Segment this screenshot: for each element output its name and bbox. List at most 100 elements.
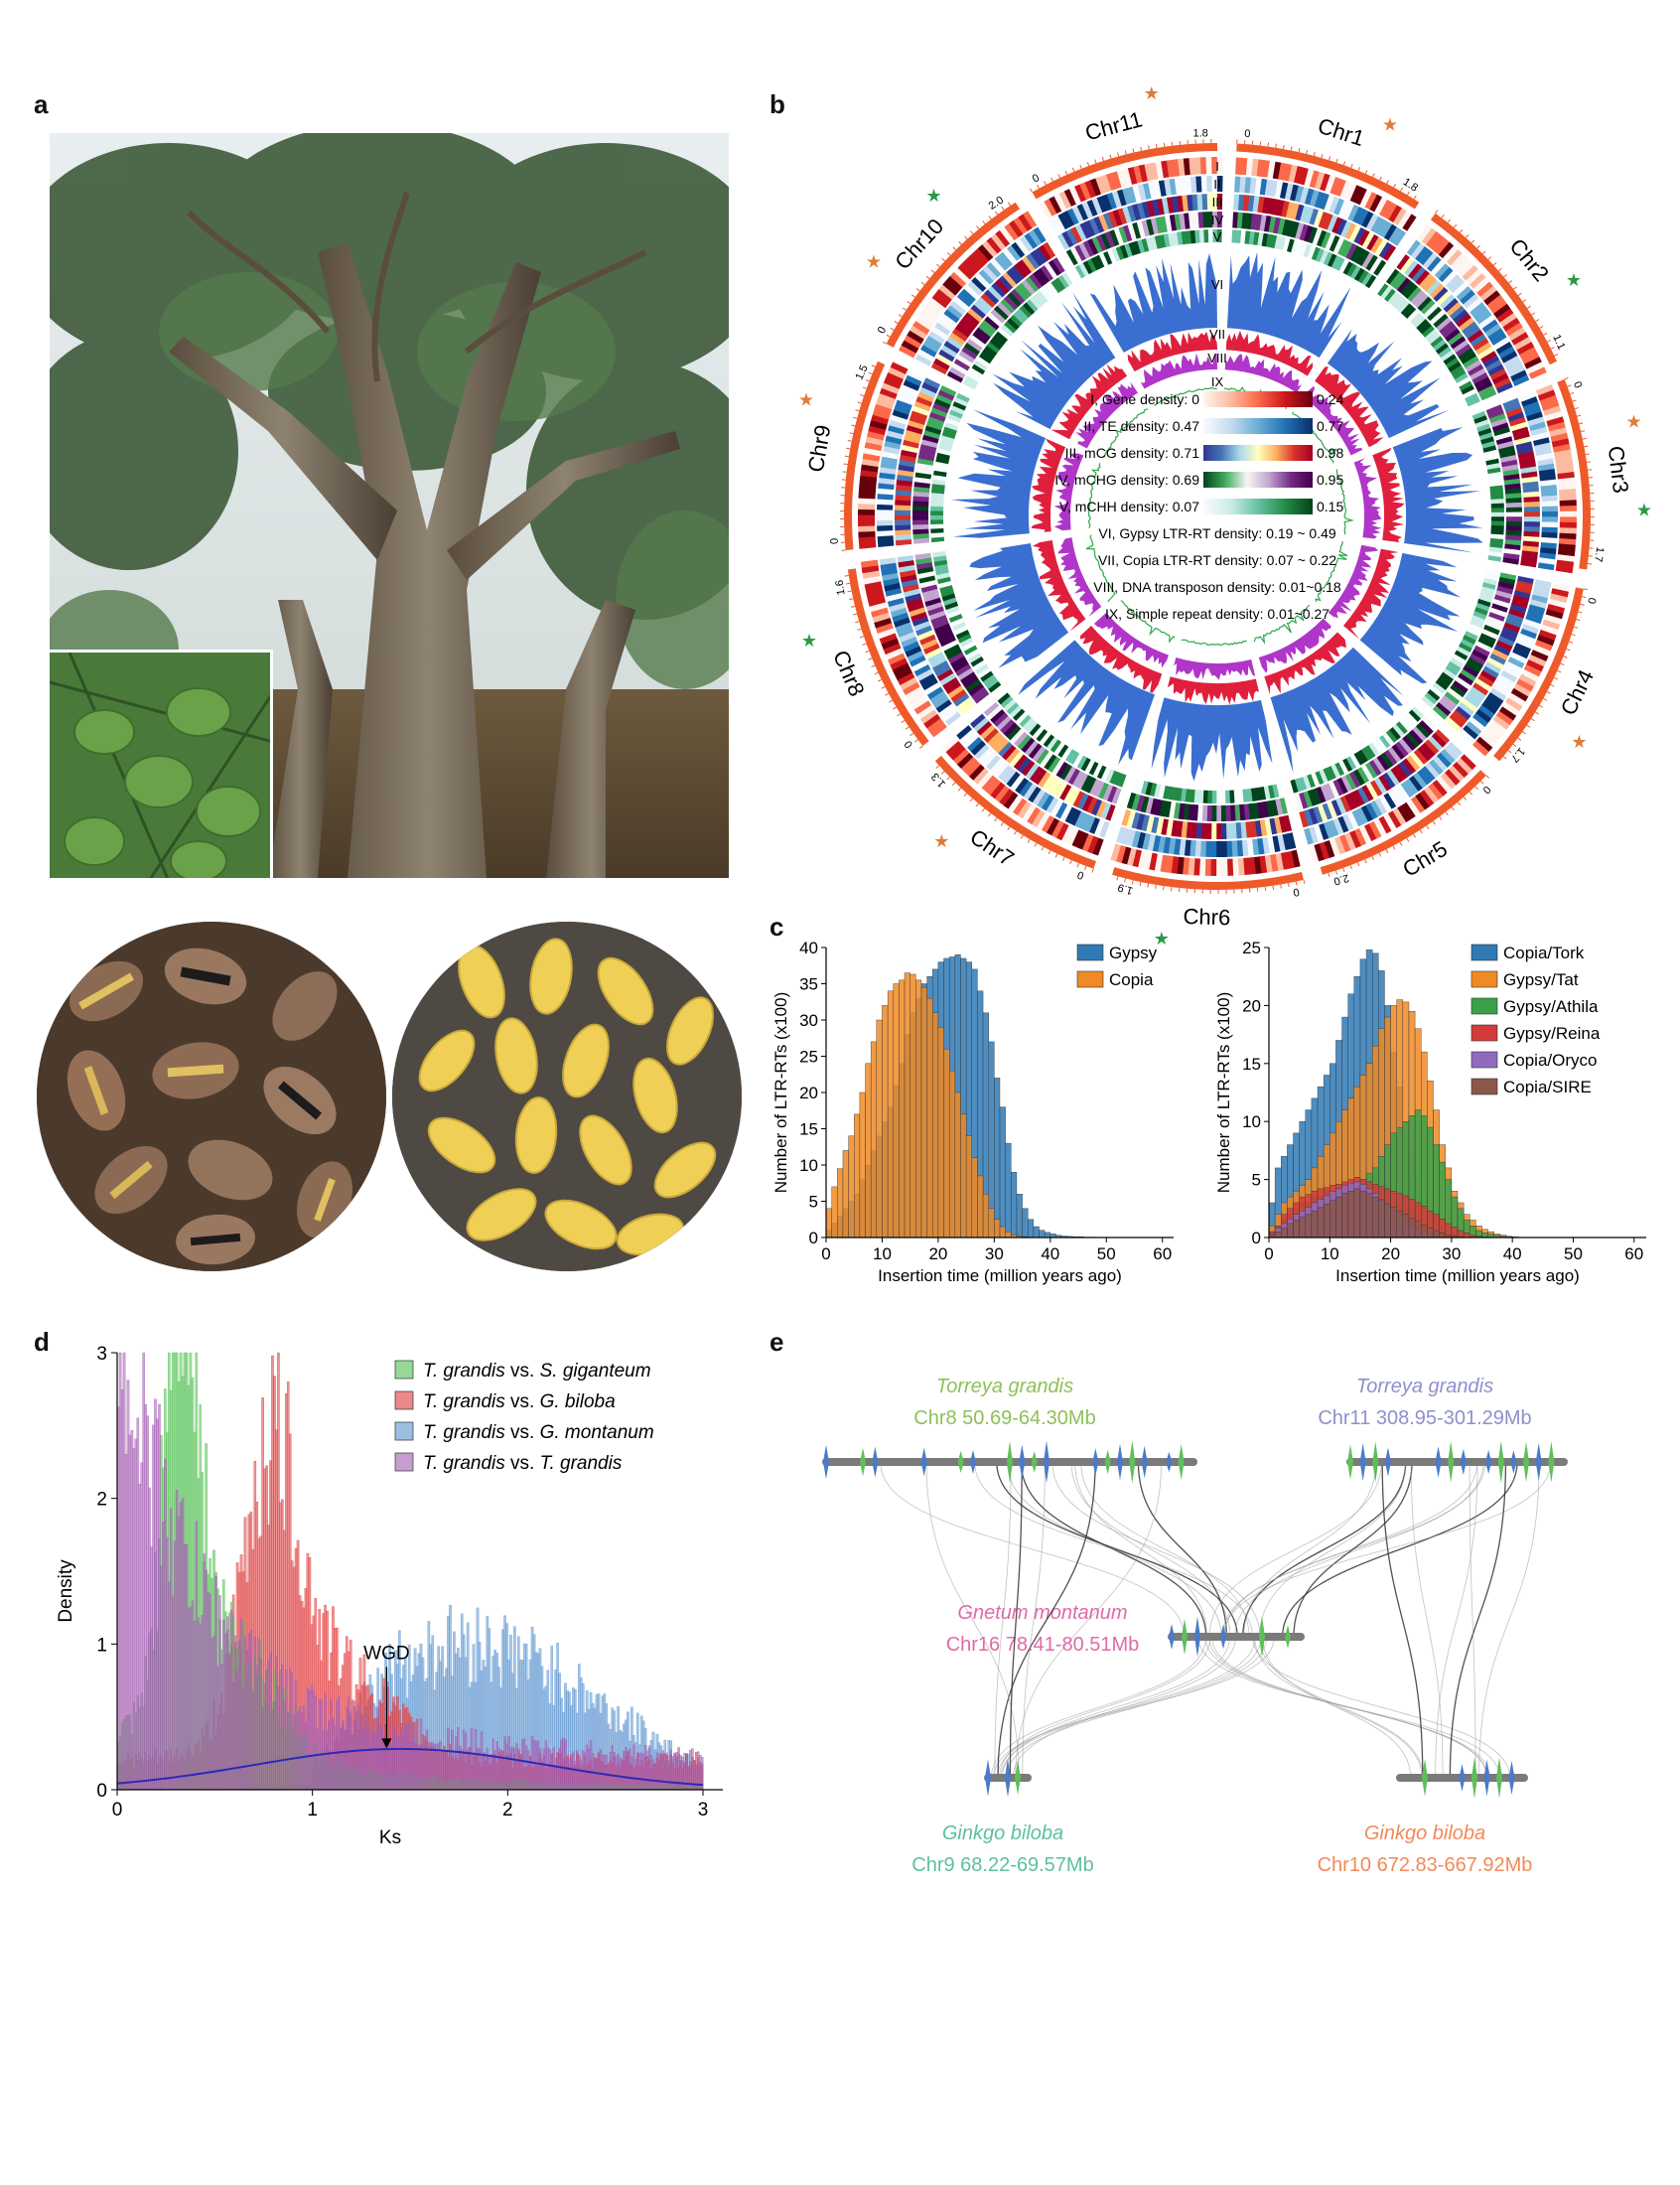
tick-mark xyxy=(1041,846,1045,851)
panel-label-c: c xyxy=(770,912,784,942)
heatmap-cell xyxy=(927,606,944,616)
heatmap-cell xyxy=(1419,322,1433,335)
heatmap-cell xyxy=(1000,298,1016,314)
heatmap-cell xyxy=(1173,838,1182,855)
heatmap-cell xyxy=(1046,777,1059,794)
heatmap-cell xyxy=(1530,650,1549,662)
heatmap-cell xyxy=(1365,782,1378,800)
heatmap-cell xyxy=(1417,746,1432,762)
gene-marker xyxy=(872,1446,879,1478)
heatmap-cell xyxy=(1492,599,1510,609)
heatmap-cell xyxy=(1132,778,1141,793)
heatmap-cell xyxy=(908,690,926,705)
heatmap-cell xyxy=(858,519,876,526)
heatmap-cell xyxy=(890,362,909,374)
y-tick-label: 1 xyxy=(96,1635,107,1656)
heatmap-cell xyxy=(913,700,932,715)
heatmap-cell xyxy=(1368,742,1380,757)
heatmap-cell xyxy=(984,316,1000,331)
heatmap-cell xyxy=(1154,853,1164,872)
heatmap-cell xyxy=(886,592,904,602)
heatmap-cell xyxy=(1054,801,1068,819)
tick-mark xyxy=(1057,174,1060,179)
heatmap-cell xyxy=(1061,272,1073,286)
heatmap-cell xyxy=(1334,257,1345,271)
heatmap-cell xyxy=(954,663,972,676)
heatmap-cell xyxy=(1387,747,1402,763)
tick-mark xyxy=(1585,453,1590,456)
heatmap-cell xyxy=(936,668,954,681)
histogram-bar xyxy=(870,1041,878,1238)
heatmap-cell xyxy=(1334,762,1345,777)
tick-mark xyxy=(1550,346,1555,350)
heatmap-cell xyxy=(1010,314,1023,328)
heatmap-cell xyxy=(938,349,955,363)
heatmap-cell xyxy=(925,647,942,659)
heatmap-cell xyxy=(1193,858,1200,876)
heatmap-cell xyxy=(1443,298,1459,313)
tick-mark xyxy=(903,307,907,311)
synteny-link xyxy=(1243,1461,1377,1638)
heatmap-cell xyxy=(930,488,945,495)
heatmap-cell xyxy=(1471,649,1488,661)
heatmap-cell xyxy=(1431,732,1447,748)
heatmap-cell xyxy=(1048,218,1061,235)
synteny-link xyxy=(1410,1461,1444,1779)
heatmap-cell xyxy=(1523,491,1540,499)
heatmap-cell xyxy=(1494,431,1512,441)
heatmap-cell xyxy=(981,751,997,767)
tick-mark xyxy=(1451,806,1455,811)
heatmap-cell xyxy=(1505,407,1523,418)
heatmap-cell xyxy=(999,718,1015,734)
heatmap-cell xyxy=(866,591,885,602)
heatmap-cell xyxy=(1347,204,1360,221)
heatmap-cell xyxy=(1421,227,1437,245)
gene-marker xyxy=(860,1447,866,1477)
heatmap-cell xyxy=(1424,692,1438,705)
heatmap-cell xyxy=(1044,285,1055,299)
heatmap-cell xyxy=(1404,260,1419,277)
heatmap-cell xyxy=(921,588,939,598)
heatmap-cell xyxy=(1307,789,1318,806)
heatmap-cell xyxy=(1511,599,1528,610)
heatmap-cell xyxy=(1499,313,1517,328)
heatmap-cell xyxy=(1453,309,1469,324)
heatmap-cell xyxy=(1439,321,1455,336)
star-icon: ★ xyxy=(1382,115,1398,135)
heatmap-cell xyxy=(1211,790,1217,803)
tick-mark xyxy=(1517,737,1522,741)
gene-marker xyxy=(1169,1624,1175,1650)
heatmap-cell xyxy=(1057,213,1070,230)
heatmap-cell xyxy=(1365,254,1379,271)
heatmap-cell xyxy=(1201,804,1208,821)
heatmap-cell xyxy=(1334,179,1347,198)
heatmap-cell xyxy=(1265,233,1273,248)
tick-mark xyxy=(1526,305,1531,309)
block-region: Chr9 68.22-69.57Mb xyxy=(911,1854,1093,1876)
heatmap-cell xyxy=(1109,770,1119,785)
heatmap-cell xyxy=(1541,521,1558,528)
heatmap-cell xyxy=(1164,801,1172,818)
histogram-bar xyxy=(1016,1194,1023,1238)
heatmap-cell xyxy=(1424,739,1440,755)
heatmap-cell xyxy=(1147,833,1156,851)
heatmap-cell xyxy=(1489,368,1507,380)
heatmap-cell xyxy=(1427,688,1441,701)
heatmap-cell xyxy=(1458,260,1474,277)
heatmap-cell xyxy=(1237,789,1244,803)
heatmap-cell xyxy=(952,400,967,411)
gene-marker xyxy=(1459,1764,1466,1792)
heatmap-cell xyxy=(1304,168,1315,187)
heatmap-cell xyxy=(1490,417,1508,428)
histogram-bar xyxy=(1365,1193,1373,1238)
heatmap-cell xyxy=(1322,802,1332,820)
heatmap-cell xyxy=(1382,732,1394,746)
heatmap-cell xyxy=(1095,176,1107,195)
heatmap-cell xyxy=(1430,310,1446,325)
heatmap-cell xyxy=(1559,505,1577,512)
heatmap-cell xyxy=(1308,844,1320,863)
heatmap-cell xyxy=(1352,207,1364,223)
heatmap-cell xyxy=(918,575,936,584)
heatmap-cell xyxy=(1074,223,1087,241)
tick-mark xyxy=(857,401,862,404)
